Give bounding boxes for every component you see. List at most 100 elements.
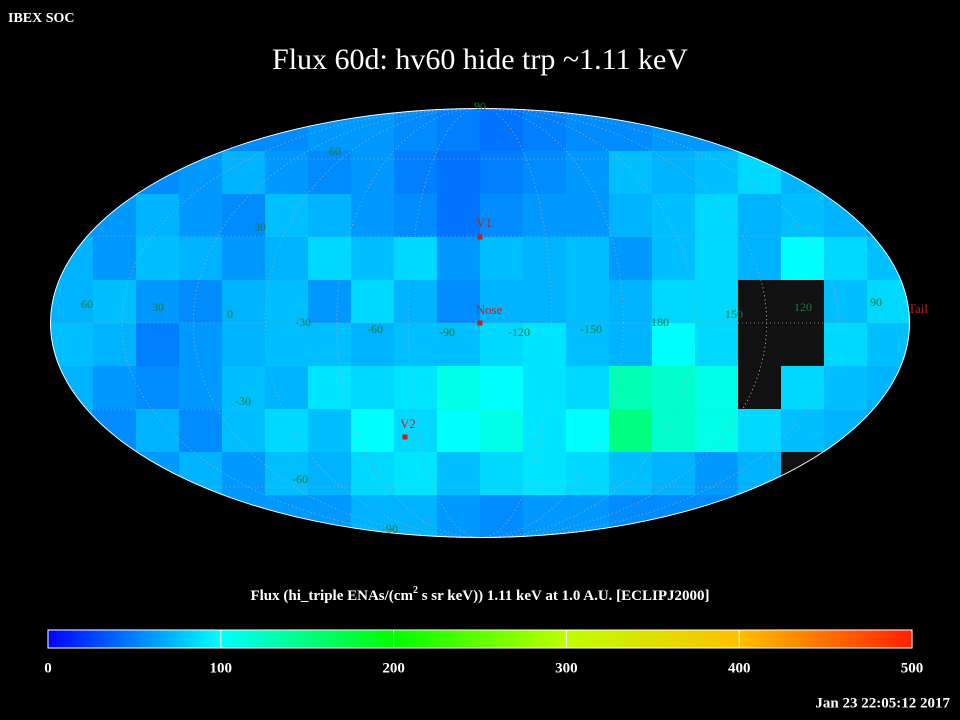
colorbar-segment	[432, 630, 437, 648]
colorbar-segment	[536, 630, 541, 648]
colorbar-segment	[636, 630, 641, 648]
meridian	[121, 108, 839, 538]
marker-label: V2	[400, 416, 416, 431]
colorbar-tick-label: 400	[728, 660, 751, 676]
colorbar-segment	[224, 630, 229, 648]
colorbar-segment	[796, 630, 801, 648]
colorbar-segment	[860, 630, 865, 648]
flux-cell	[308, 323, 352, 367]
flux-cell	[351, 237, 395, 281]
flux-cell	[265, 237, 309, 281]
colorbar-segment	[620, 630, 625, 648]
colorbar-segment	[712, 630, 717, 648]
colorbar-segment	[468, 630, 473, 648]
colorbar-segment	[448, 630, 453, 648]
colorbar-tick-label: 500	[901, 660, 924, 676]
colorbar-segment	[232, 630, 237, 648]
colorbar-segment	[452, 630, 457, 648]
lon-label: -150	[580, 322, 602, 336]
flux-cell	[652, 237, 696, 281]
flux-cell	[222, 237, 266, 281]
lon-label: -30	[295, 315, 311, 329]
flux-cell	[136, 409, 180, 453]
marker-label: Nose	[476, 302, 503, 317]
colorbar-segment	[56, 630, 61, 648]
colorbar-segment	[504, 630, 509, 648]
flux-cell	[695, 194, 739, 238]
colorbar-segment	[816, 630, 821, 648]
colorbar-segment	[180, 630, 185, 648]
lon-label: 120	[794, 300, 812, 314]
colorbar-segment	[812, 630, 817, 648]
colorbar-segment	[260, 630, 265, 648]
colorbar-segment	[756, 630, 761, 648]
flux-cell	[265, 280, 309, 324]
flux-cell	[265, 194, 309, 238]
colorbar-segment	[604, 630, 609, 648]
colorbar-segment	[208, 630, 213, 648]
colorbar-segment	[356, 630, 361, 648]
colorbar-segment	[700, 630, 705, 648]
colorbar-segment	[588, 630, 593, 648]
colorbar-segment	[92, 630, 97, 648]
flux-cell	[523, 409, 567, 453]
flux-cell	[523, 108, 567, 152]
flux-cell	[136, 280, 180, 324]
colorbar-segment	[584, 630, 589, 648]
colorbar-segment	[668, 630, 673, 648]
colorbar-segment	[532, 630, 537, 648]
flux-cell	[652, 151, 696, 195]
colorbar-segment	[204, 630, 209, 648]
flux-cell	[738, 194, 782, 238]
lat-label: 30	[254, 220, 266, 234]
colorbar-segment	[748, 630, 753, 648]
colorbar-segment	[292, 630, 297, 648]
colorbar-segment	[880, 630, 885, 648]
flux-cell	[480, 366, 524, 410]
colorbar-segment	[188, 630, 193, 648]
flux-cell	[351, 194, 395, 238]
colorbar-segment	[192, 630, 197, 648]
label-part: s sr keV)) 1.11 keV at 1.0 A.U. [ECLIPJ2…	[418, 588, 710, 604]
flux-cell	[308, 151, 352, 195]
colorbar-segment	[640, 630, 645, 648]
colorbar-segment	[672, 630, 677, 648]
colorbar-segment	[368, 630, 373, 648]
colorbar-segment	[616, 630, 621, 648]
colorbar-segment	[768, 630, 773, 648]
colorbar-segment	[692, 630, 697, 648]
meridian	[264, 108, 696, 538]
flux-cell	[50, 280, 94, 324]
flux-cell	[179, 280, 223, 324]
flux-cell	[437, 495, 481, 538]
colorbar-segment	[152, 630, 157, 648]
colorbar-segment	[612, 630, 617, 648]
flux-cell	[265, 151, 309, 195]
sky-border	[50, 108, 910, 538]
colorbar-segment	[624, 630, 629, 648]
colorbar-label: Flux (hi_triple ENAs/(cm2 s sr keV)) 1.1…	[250, 585, 709, 604]
colorbar-segment	[108, 630, 113, 648]
lon-label: 150	[725, 307, 743, 321]
overlay: 60 30 0 -30 -60 -90 -120 -150 180 150 120 90 90 60 30 -…	[81, 99, 928, 536]
flux-cell	[695, 409, 739, 453]
flux-cell	[695, 280, 739, 324]
colorbar-segment	[472, 630, 477, 648]
flux-cell	[179, 323, 223, 367]
colorbar-segment	[276, 630, 281, 648]
flux-cell	[609, 151, 653, 195]
colorbar-segment	[220, 630, 225, 648]
colorbar-segment	[732, 630, 737, 648]
colorbar-segment	[900, 630, 905, 648]
colorbar-segment	[680, 630, 685, 648]
marker-label: Tail	[908, 301, 928, 316]
flux-cell	[523, 194, 567, 238]
lon-label: 180	[651, 315, 669, 329]
colorbar-segment	[568, 630, 573, 648]
colorbar-segment	[608, 630, 613, 648]
colorbar-segment	[400, 630, 405, 648]
colorbar-segment	[740, 630, 745, 648]
flux-cell	[136, 194, 180, 238]
flux-cell	[308, 452, 352, 496]
